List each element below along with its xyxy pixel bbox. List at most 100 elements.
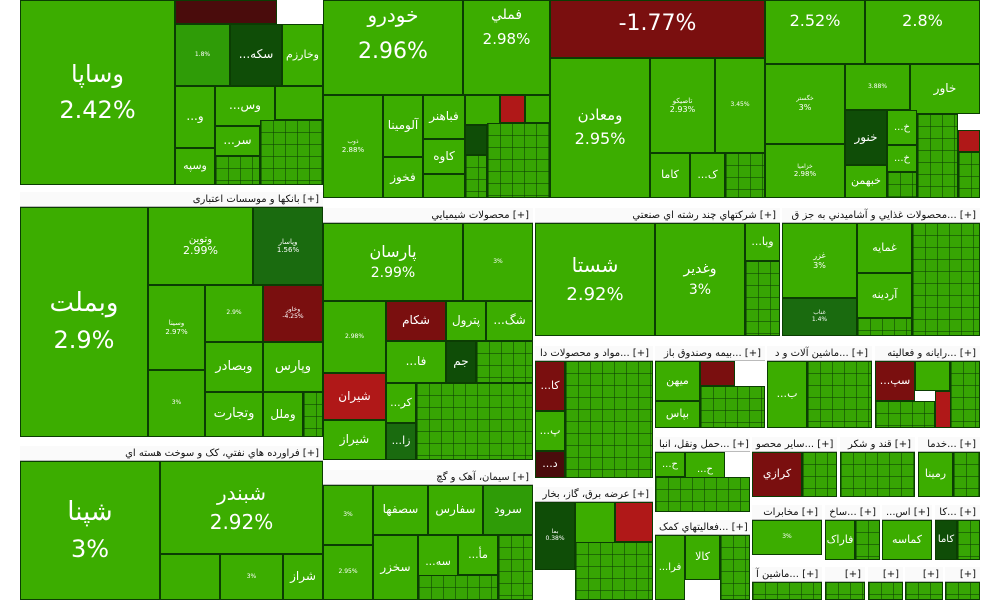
sector-header-small-4[interactable]: [+]	[945, 567, 980, 582]
tile-dk[interactable]: ...ک	[690, 153, 725, 198]
tile-vamaaden[interactable]: ومعادن 2.95%	[550, 58, 650, 198]
tile-small-a[interactable]: 1.8%	[175, 24, 230, 86]
tile-fara[interactable]: ...فرا	[655, 535, 685, 600]
tile-famli[interactable]: فملي 2.98%	[463, 0, 550, 95]
sector-header-multi[interactable]: شرکتهاي چند رشته اي صنعتي [+]	[535, 208, 780, 223]
tile-ghazar[interactable]: غزر 3%	[782, 223, 857, 298]
tile-shagh[interactable]: ...شگ	[486, 301, 533, 341]
tile-cement-small-a[interactable]: 3%	[323, 485, 373, 545]
tile-o[interactable]: ...و	[175, 86, 215, 148]
sector-header-auxiliary[interactable]: فعاليتهاي کمک... [+]	[655, 520, 750, 535]
tile-shirvan[interactable]: شيران	[323, 373, 386, 420]
tile-khavar[interactable]: خاور	[910, 64, 980, 114]
tile-sar[interactable]: ...سر	[215, 126, 260, 156]
tile-sama[interactable]: ...مأ	[458, 535, 498, 575]
tile-kaa[interactable]: ...کا	[535, 361, 565, 411]
tile-ramina[interactable]: رمينا	[918, 452, 953, 497]
tile-vmellal[interactable]: وملل	[263, 392, 303, 437]
tile-it-a[interactable]	[915, 361, 950, 391]
sector-header-small-3[interactable]: [+]	[905, 567, 943, 582]
tile-saroud[interactable]: سرود	[483, 485, 533, 535]
tile-ghnab[interactable]: غناب 1.4%	[782, 298, 857, 336]
tile-vpars[interactable]: وپارس	[263, 342, 323, 392]
sector-header-it[interactable]: رايانه و فعاليته... [+]	[875, 346, 980, 361]
tile-chem-small[interactable]: 3%	[463, 223, 533, 301]
tile-sep[interactable]: ...سپ	[875, 361, 915, 401]
tile-metal-red[interactable]	[500, 95, 525, 123]
tile-metal-small-b[interactable]	[525, 95, 550, 123]
tile-bapas[interactable]: بپاس	[655, 401, 700, 428]
tile-vbsader[interactable]: وبصادر	[205, 342, 263, 392]
tile-fabahonar[interactable]: فباهنر	[423, 95, 465, 139]
tile-ghardineh[interactable]: آردينه	[857, 273, 912, 318]
tile-ins-red[interactable]	[700, 361, 735, 386]
tile-kd[interactable]: ...د	[535, 451, 565, 478]
tile-vbemellat[interactable]: وبملت 2.9%	[20, 207, 148, 437]
tile-bank-small[interactable]: 2.9%	[205, 285, 263, 342]
tile-kharzam[interactable]: وخارزم	[282, 24, 323, 86]
tile-vba[interactable]: ...وبا	[745, 223, 780, 261]
tile-shabandar[interactable]: شبندر 2.92%	[160, 461, 323, 554]
sector-header-insurance[interactable]: بيمه وصندوق باز... [+]	[655, 346, 765, 361]
tile-khodro[interactable]: خودرو 2.96%	[323, 0, 463, 95]
sector-header-othermining[interactable]: ساير محصو... [+]	[752, 437, 837, 452]
tile-top-b[interactable]: 2.8%	[865, 0, 980, 64]
sector-header-transport[interactable]: حمل ونقل، انبا... [+]	[655, 437, 750, 452]
tile-fakhoz[interactable]: فخوز	[383, 157, 423, 198]
sector-header-food[interactable]: محصولات غذايي و آشاميدني به جز ق... [+]	[782, 208, 980, 223]
tile-vtejarat[interactable]: وتجارت	[205, 392, 263, 437]
tile-shekam[interactable]: شکام	[386, 301, 446, 341]
tile-parsan[interactable]: پارسان 2.99%	[323, 223, 463, 301]
tile-vsina[interactable]: وسينا 2.97%	[148, 285, 205, 370]
tile-kh-small[interactable]: ...خ	[887, 110, 917, 145]
sector-header-machinery[interactable]: ماشين آلات و د... [+]	[767, 346, 872, 361]
tile-metal-small-a[interactable]	[465, 95, 500, 125]
tile-vos[interactable]: ...وس	[215, 86, 275, 126]
tile-khanoor[interactable]: خنور	[845, 110, 887, 165]
sector-header-pharma[interactable]: ...اس [+]	[882, 505, 932, 520]
tile-jam[interactable]: جم	[446, 341, 476, 383]
sector-header-materials[interactable]: مواد و محصولات دا... [+]	[535, 346, 653, 361]
sector-header-chemical[interactable]: محصولات شيميايي [+]	[323, 208, 533, 223]
tile-telecom[interactable]: 3%	[752, 520, 822, 555]
tile-alumina[interactable]: آلومينا	[383, 95, 423, 157]
tile-tapiko[interactable]: تاصيكو 2.93%	[650, 58, 715, 153]
sector-header-construction[interactable]: ساخ... [+]	[825, 505, 880, 520]
tile-vtovin[interactable]: وتوين 2.99%	[148, 207, 253, 285]
tile-ghamayeh[interactable]: غمايه	[857, 223, 912, 273]
tile-vpasar[interactable]: وپاسار 1.56%	[253, 207, 323, 285]
tile-auto-red[interactable]	[958, 130, 980, 152]
sector-header-services[interactable]: خدما... [+]	[918, 437, 980, 452]
sector-header-tile[interactable]: کا... [+]	[935, 505, 980, 520]
tile-top-dark-small[interactable]	[175, 0, 277, 24]
tile-bank-small-2[interactable]: 3%	[148, 370, 205, 437]
sector-header-banks[interactable]: بانکها و موسسات اعتباری [+]	[20, 192, 323, 207]
tile-shiraz2[interactable]: شيراز	[323, 420, 386, 460]
tile-khgostar[interactable]: خگستر 3%	[765, 64, 845, 144]
tile-ref-small-a[interactable]	[160, 554, 220, 600]
tile-bama[interactable]: بما 0.38%	[535, 502, 575, 570]
tile-b[interactable]: ...ب	[767, 361, 807, 428]
sector-header-refinery[interactable]: فراورده هاي نفتي، کک و سوخت هسته اي [+]	[20, 446, 323, 461]
tile-dark-top[interactable]: -1.77%	[550, 0, 765, 58]
tile-kamaseh[interactable]: کماسه	[882, 520, 932, 560]
tile-zob[interactable]: ذوب 2.88%	[323, 95, 383, 198]
tile-katema[interactable]: کاما	[935, 520, 957, 560]
tile-fa[interactable]: ...فا	[386, 341, 446, 383]
tile-sekhzar[interactable]: سخزر	[373, 535, 418, 600]
tile-za[interactable]: ...زا	[386, 423, 416, 460]
tile-small-b[interactable]	[275, 86, 323, 120]
tile-vghadir[interactable]: وغدير 3%	[655, 223, 745, 336]
tile-mining-small[interactable]: 3.45%	[715, 58, 765, 153]
tile-kar[interactable]: ...کر	[386, 383, 416, 423]
tile-shepna[interactable]: شپنا 3%	[20, 461, 160, 600]
tile-ref-small-b[interactable]: 3%	[220, 554, 283, 600]
sector-header-small-2[interactable]: [+]	[868, 567, 903, 582]
sector-header-utilities[interactable]: عرضه برق، گاز، بخار [+]	[535, 487, 653, 502]
tile-top-a[interactable]: 2.52%	[765, 0, 865, 64]
tile-hh[interactable]: ...ح	[655, 452, 685, 477]
sector-header-devices[interactable]: ماشين آ... [+]	[752, 567, 822, 582]
sector-header-cement[interactable]: سيمان، آهک و گچ [+]	[323, 470, 533, 485]
tile-kp[interactable]: ...پ	[535, 411, 565, 451]
tile-khzamia[interactable]: خزاميا 2.98%	[765, 144, 845, 198]
